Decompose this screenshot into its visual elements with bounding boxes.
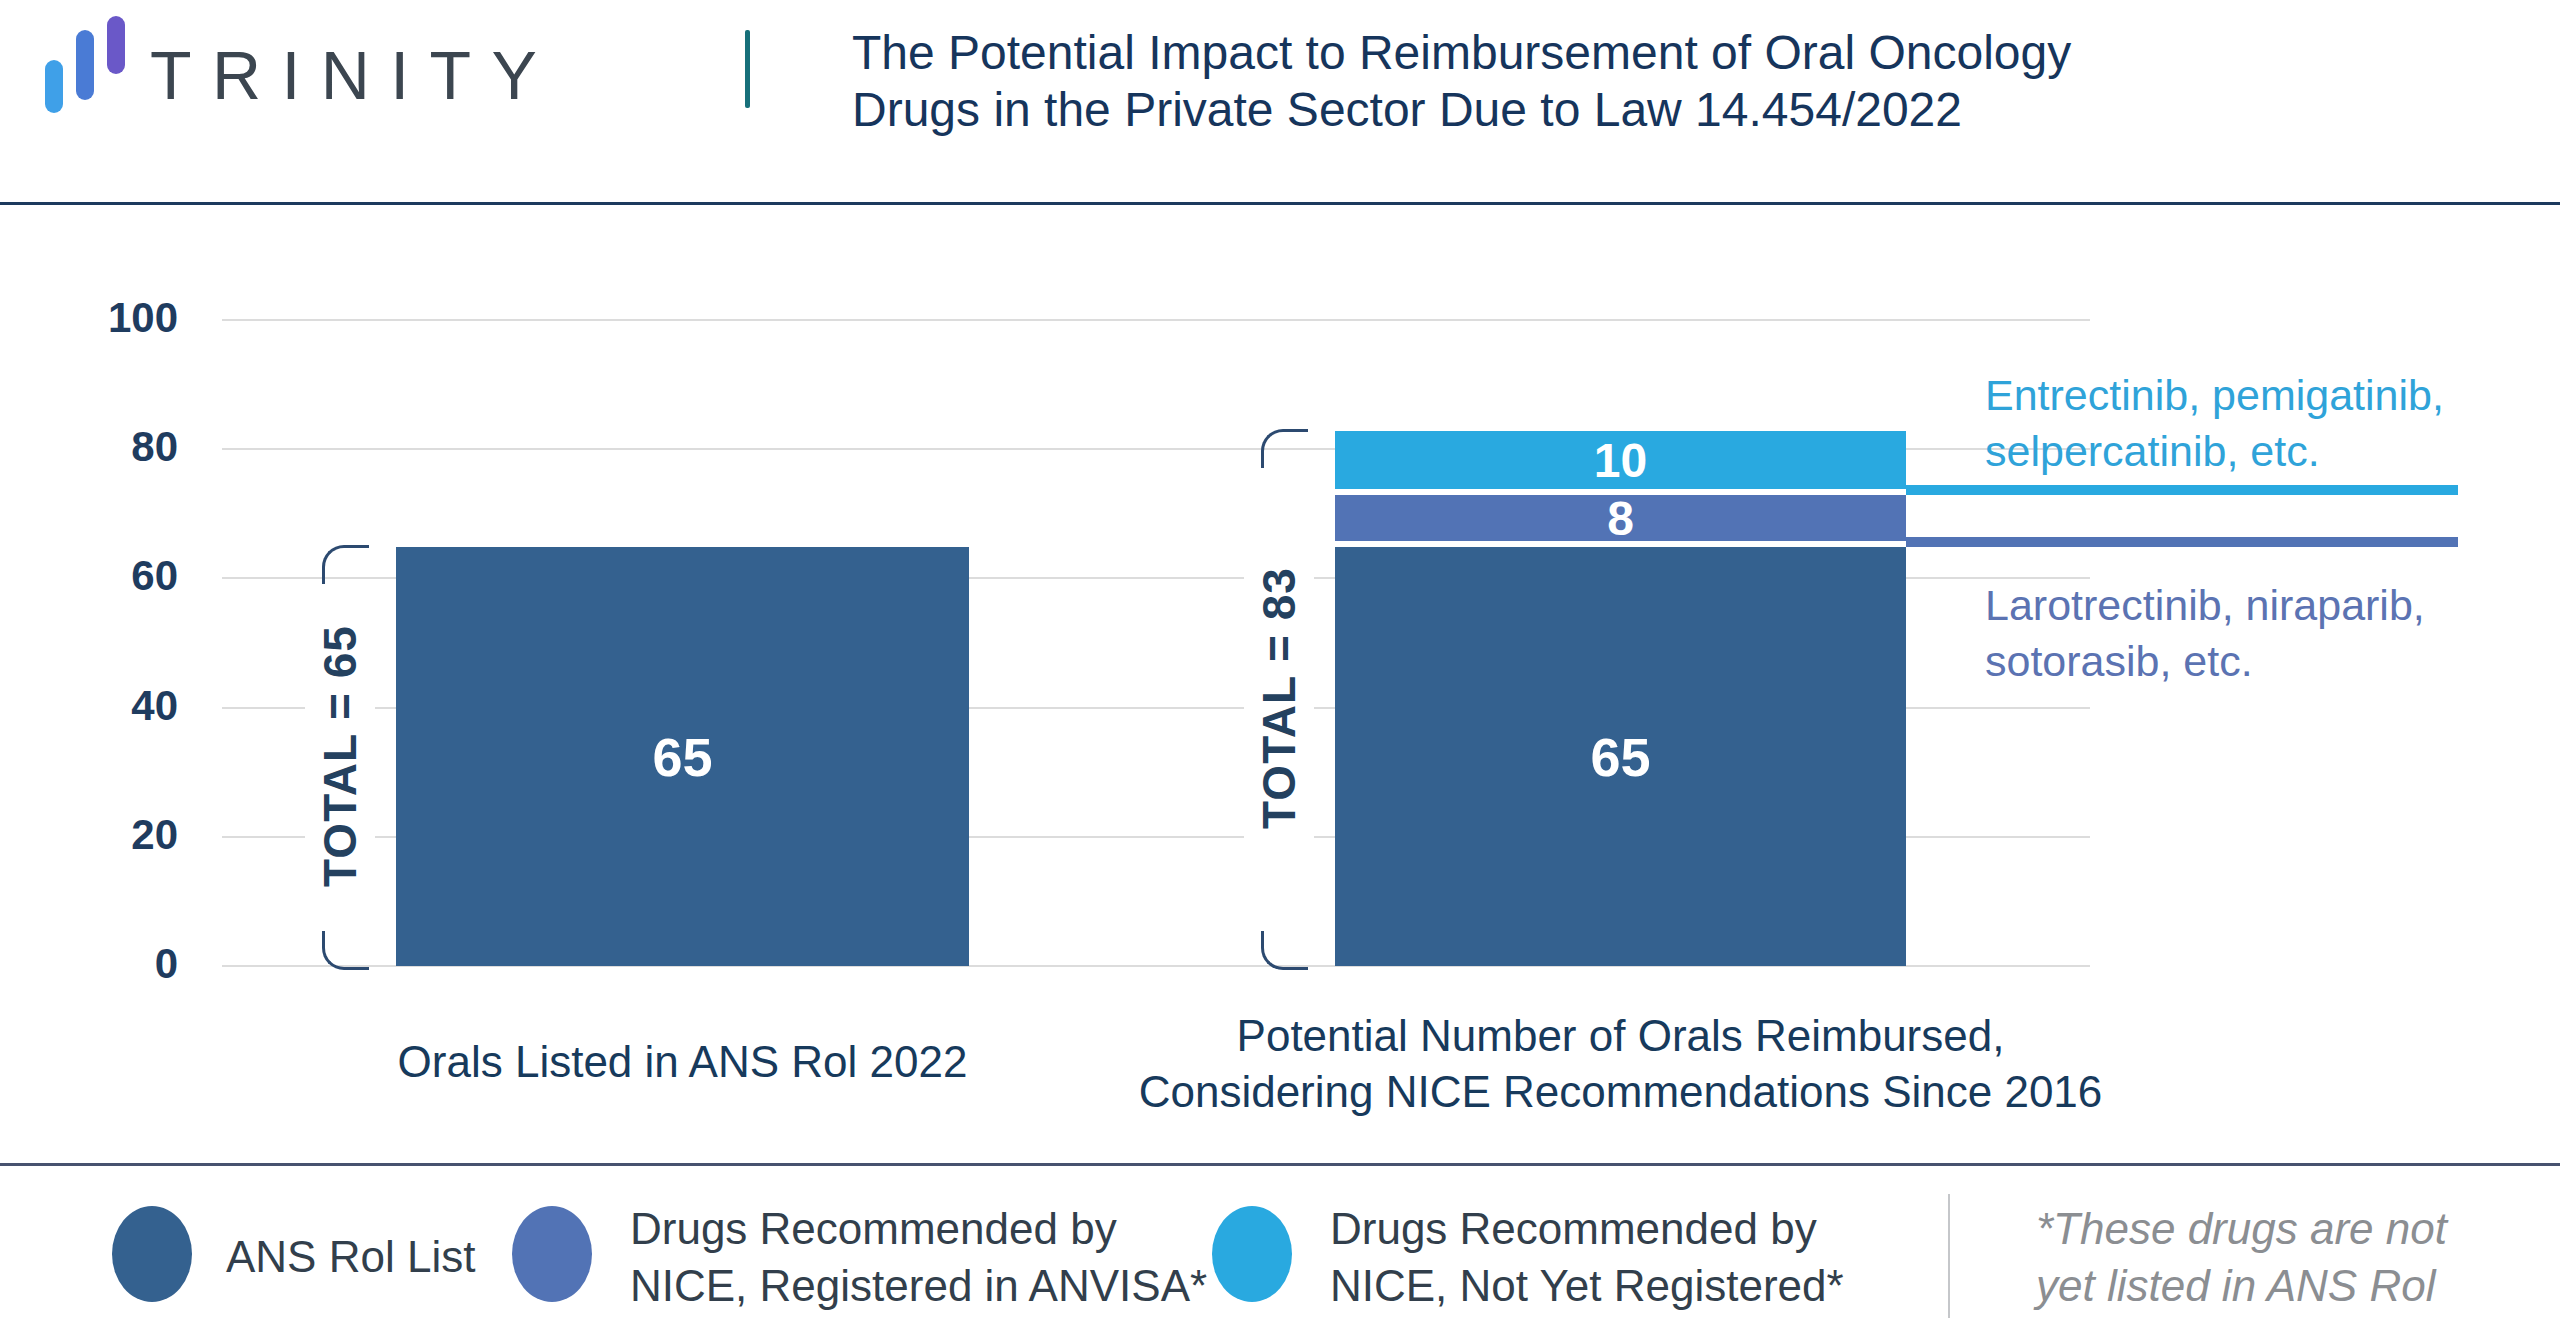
legend-label: ANS Rol List — [226, 1228, 475, 1285]
annotation-text: Entrectinib, pemigatinib,selpercatinib, … — [1985, 367, 2444, 479]
total-bracket-top — [1261, 429, 1308, 468]
legend-label: Drugs Recommended byNICE, Not Yet Regist… — [1330, 1200, 1844, 1314]
legend-swatch-icon — [512, 1206, 592, 1302]
footnote-line: *These drugs are not — [2036, 1200, 2447, 1257]
annotation-text-line: Larotrectinib, niraparib, — [1985, 577, 2425, 633]
total-bracket-label: TOTAL = 83 — [1244, 553, 1314, 843]
annotation-text-line: selpercatinib, etc. — [1985, 423, 2444, 479]
logo-bar-2-icon — [76, 30, 94, 100]
y-axis-tick-label: 40 — [58, 682, 178, 730]
legend-label-line: ANS Rol List — [226, 1228, 475, 1285]
x-axis-label: Orals Listed in ANS Rol 2022 — [163, 1034, 1203, 1090]
legend-label-line: NICE, Not Yet Registered* — [1330, 1257, 1844, 1314]
total-bracket-label: TOTAL = 65 — [305, 611, 375, 901]
bar-segment-value-label: 8 — [1607, 491, 1634, 546]
bar-segment-value-label: 10 — [1594, 433, 1647, 488]
y-axis-tick-label: 80 — [58, 423, 178, 471]
logo-wordmark: TRINITY — [150, 36, 557, 114]
annotation-text-line: sotorasib, etc. — [1985, 633, 2425, 689]
legend-label-line: NICE, Registered in ANVISA* — [630, 1257, 1207, 1314]
legend-swatch-icon — [1212, 1206, 1292, 1302]
gridline-y-100 — [222, 319, 2090, 321]
y-axis-tick-label: 20 — [58, 811, 178, 859]
footnote: *These drugs are notyet listed in ANS Ro… — [2036, 1200, 2447, 1314]
page-title: The Potential Impact to Reimbursement of… — [852, 24, 2071, 138]
y-axis-tick-label: 100 — [58, 294, 178, 342]
bar-segment: 65 — [1335, 547, 1906, 966]
x-axis-label-line: Orals Listed in ANS Rol 2022 — [163, 1034, 1203, 1090]
total-bracket-top — [322, 545, 369, 584]
legend-divider-rule — [0, 1163, 2560, 1166]
annotation-text: Larotrectinib, niraparib,sotorasib, etc. — [1985, 577, 2425, 689]
x-axis-label: Potential Number of Orals Reimbursed,Con… — [1101, 1008, 2141, 1120]
annotation-text-line: Entrectinib, pemigatinib, — [1985, 367, 2444, 423]
total-bracket-bottom — [1261, 931, 1308, 970]
bar-segment: 10 — [1335, 431, 1906, 490]
footnote-divider — [1948, 1194, 1950, 1318]
bar-segment: 65 — [396, 547, 969, 966]
x-axis-label-line: Considering NICE Recommendations Since 2… — [1101, 1064, 2141, 1120]
legend-label: Drugs Recommended byNICE, Registered in … — [630, 1200, 1207, 1314]
legend-label-line: Drugs Recommended by — [630, 1200, 1207, 1257]
header: TRINITY The Potential Impact to Reimburs… — [0, 0, 2560, 205]
header-divider — [745, 30, 750, 108]
bar-segment-value-label: 65 — [652, 726, 712, 788]
page-title-line-1: The Potential Impact to Reimbursement of… — [852, 24, 2071, 81]
footnote-line: yet listed in ANS Rol — [2036, 1257, 2447, 1314]
y-axis-tick-label: 60 — [58, 552, 178, 600]
bar-segment: 8 — [1335, 495, 1906, 541]
x-axis-label-line: Potential Number of Orals Reimbursed, — [1101, 1008, 2141, 1064]
legend-label-line: Drugs Recommended by — [1330, 1200, 1844, 1257]
infographic: TRINITY The Potential Impact to Reimburs… — [0, 0, 2560, 1339]
annotation-leader-line — [1906, 485, 2458, 495]
page-title-line-2: Drugs in the Private Sector Due to Law 1… — [852, 81, 2071, 138]
annotation-leader-line — [1906, 537, 2458, 547]
logo-bar-1-icon — [45, 60, 63, 113]
total-bracket-bottom — [322, 931, 369, 970]
legend-swatch-icon — [112, 1206, 192, 1302]
y-axis-tick-label: 0 — [58, 940, 178, 988]
logo-bar-3-icon — [107, 16, 125, 74]
bar-segment-value-label: 65 — [1590, 726, 1650, 788]
